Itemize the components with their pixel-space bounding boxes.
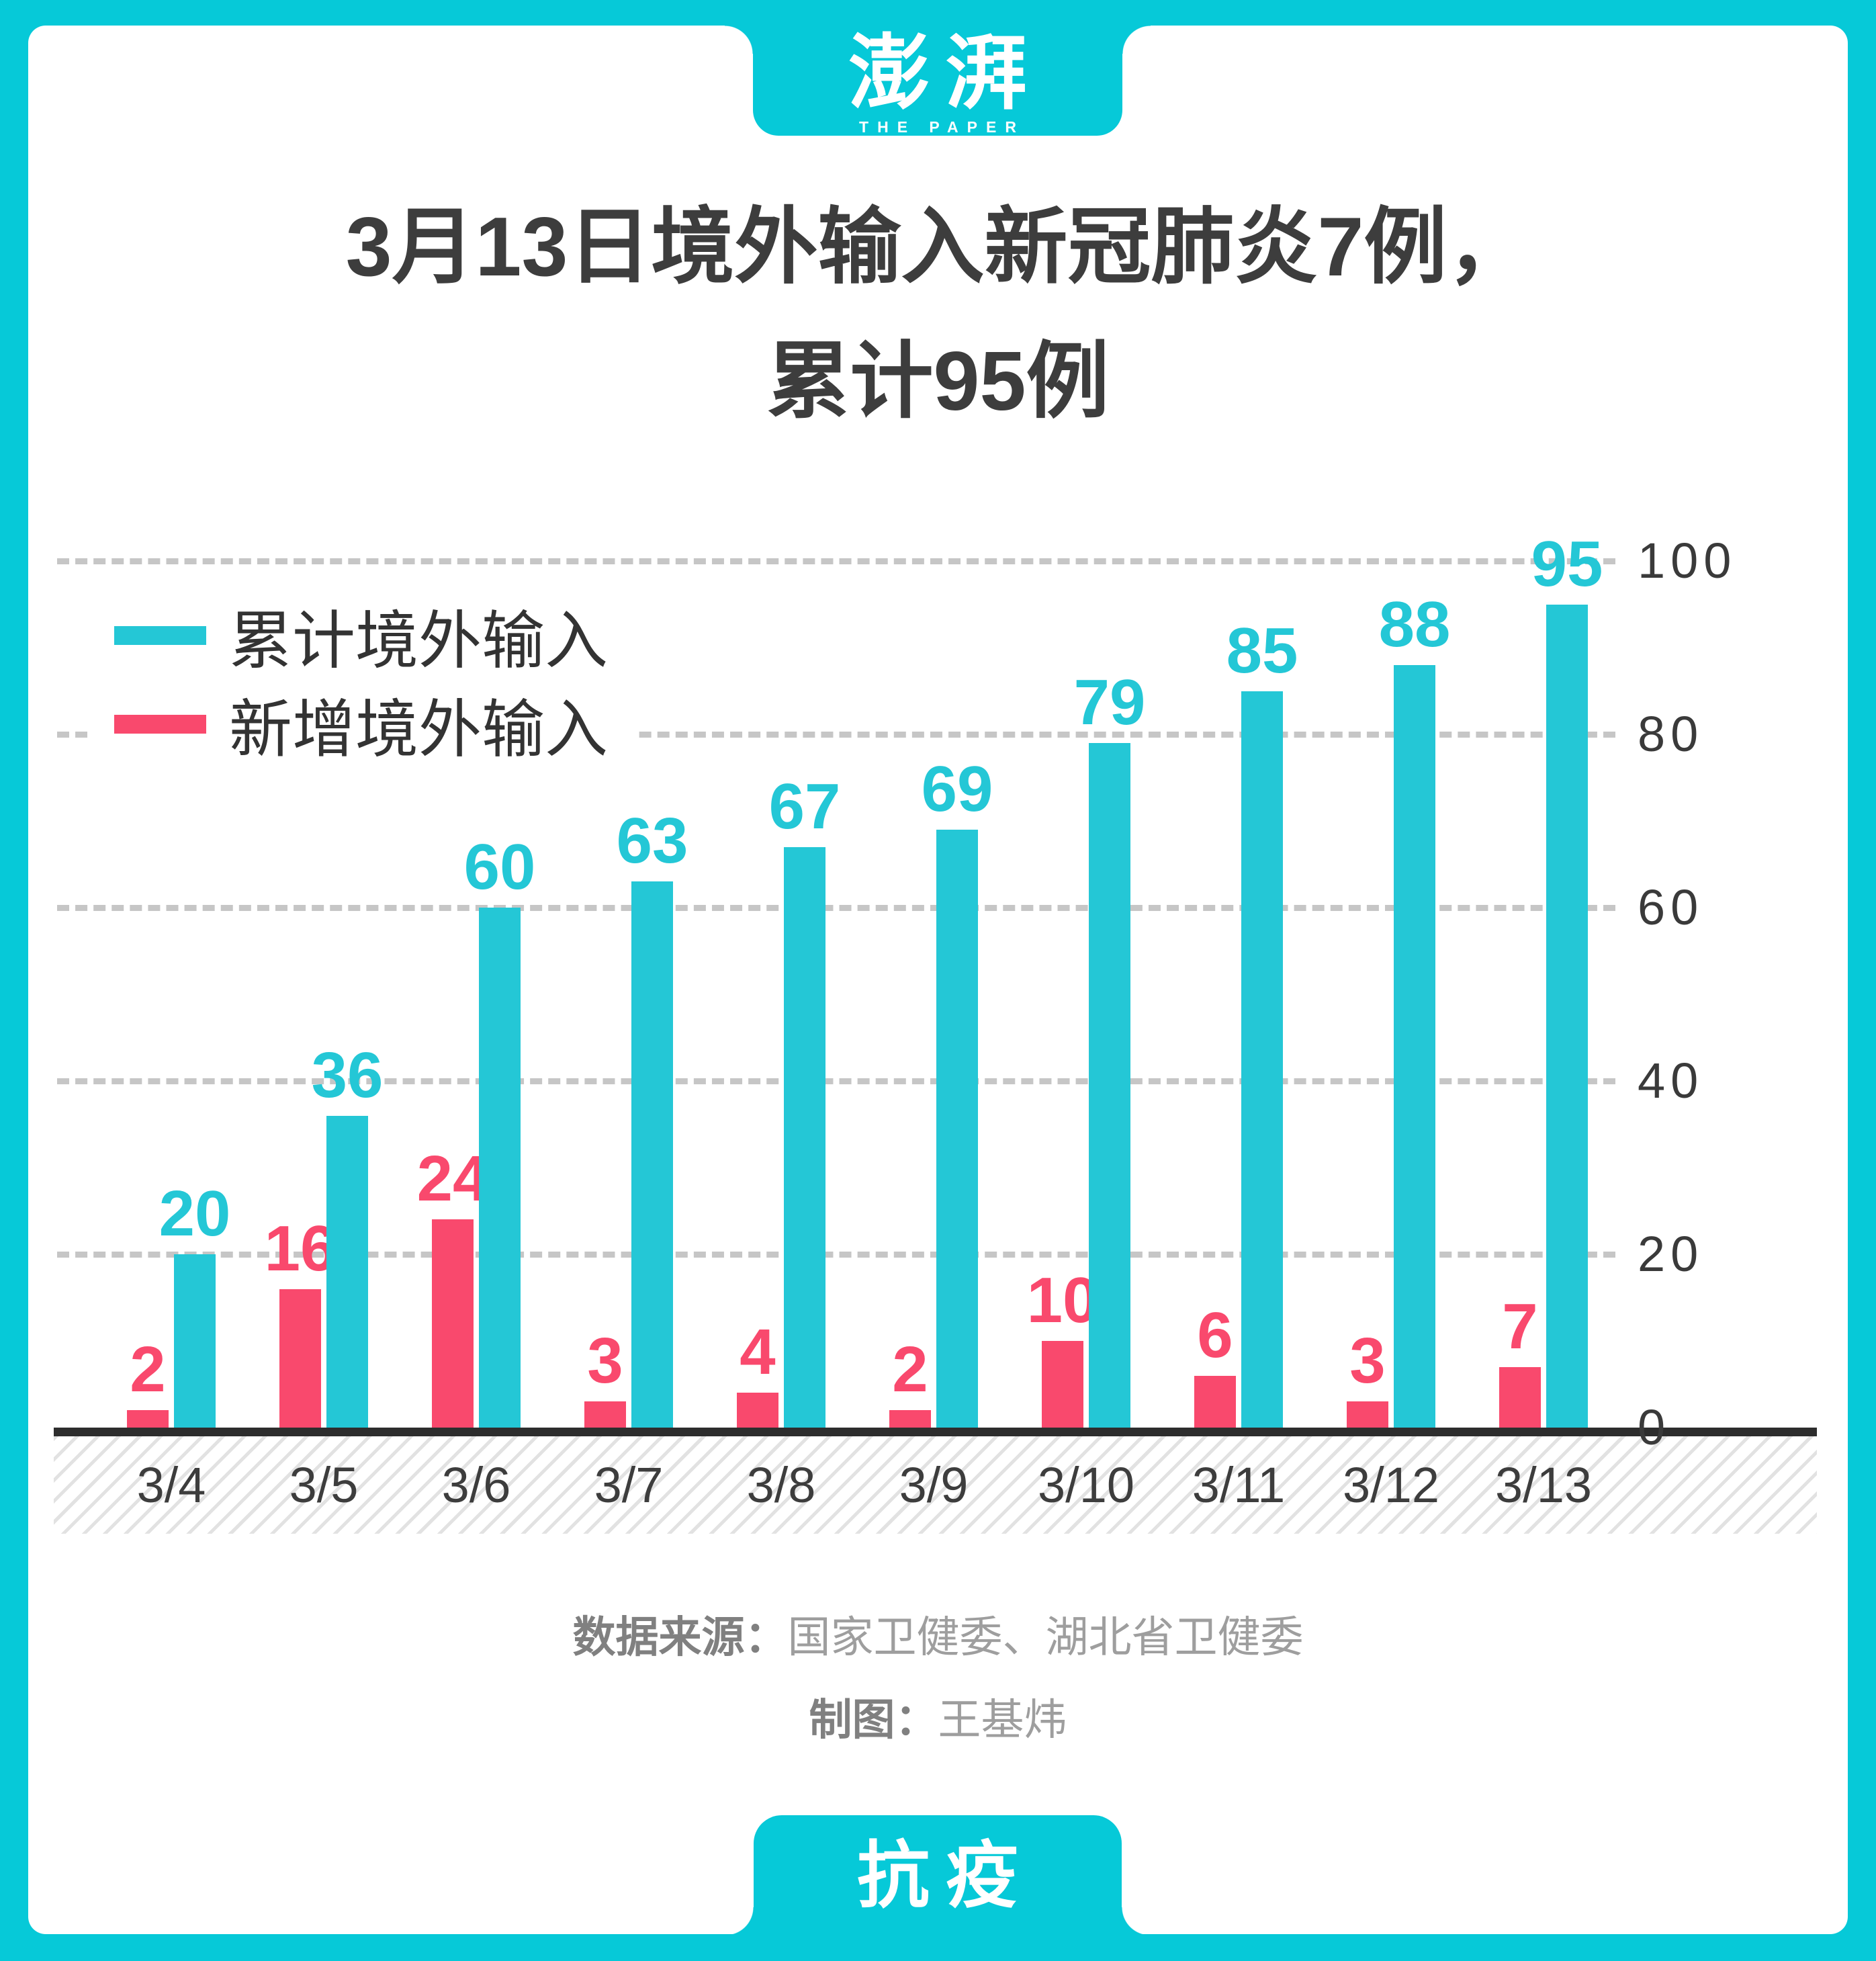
data-source-label: 数据来源： — [572, 1613, 788, 1661]
bar-new-3/7 — [584, 1401, 626, 1428]
brand-tab: 澎湃 THE PAPER — [725, 26, 1151, 136]
credit-value: 王基炜 — [938, 1696, 1067, 1744]
bar-cumulative-3/5 — [326, 1115, 368, 1428]
gridline-60 — [57, 905, 1615, 911]
value-label-cumulative-3/9: 69 — [921, 752, 993, 825]
x-tick-label-3/6: 3/6 — [441, 1457, 511, 1513]
y-tick-label-100: 100 — [1638, 533, 1737, 589]
value-label-new-3/4: 2 — [130, 1334, 166, 1406]
gridline-80 — [57, 732, 1615, 738]
value-label-new-3/13: 7 — [1502, 1290, 1538, 1362]
bar-new-3/6 — [432, 1219, 474, 1428]
data-source-value: 国家卫健委、湖北省卫健委 — [787, 1613, 1304, 1661]
value-label-new-3/11: 6 — [1197, 1299, 1233, 1371]
value-label-cumulative-3/6: 60 — [463, 831, 536, 903]
gridline-20 — [57, 1252, 1615, 1258]
value-label-new-3/6: 24 — [416, 1143, 489, 1215]
bar-new-3/12 — [1347, 1401, 1388, 1428]
gridline-100 — [57, 558, 1615, 564]
bar-cumulative-3/8 — [784, 846, 825, 1428]
legend-swatch-pink — [114, 715, 206, 734]
bar-cumulative-3/12 — [1394, 664, 1435, 1428]
legend-label: 累计境外输入 — [229, 605, 609, 676]
legend-label: 新增境外输入 — [229, 694, 609, 765]
chart-title: 3月13日境外输入新冠肺炎7例， 累计95例 — [0, 180, 1876, 449]
value-label-new-3/7: 3 — [587, 1325, 623, 1397]
credit-line: 制图：王基炜 — [0, 1690, 1876, 1750]
bar-cumulative-3/7 — [631, 881, 673, 1428]
bar-new-3/8 — [737, 1393, 778, 1428]
value-label-cumulative-3/5: 36 — [311, 1039, 384, 1111]
x-tick-label-3/13: 3/13 — [1494, 1457, 1593, 1513]
bar-new-3/9 — [889, 1410, 931, 1428]
value-label-new-3/5: 16 — [264, 1212, 337, 1284]
value-label-cumulative-3/11: 85 — [1226, 614, 1298, 687]
bar-cumulative-3/6 — [479, 908, 521, 1428]
value-label-cumulative-3/8: 67 — [768, 770, 841, 842]
x-tick-label-3/12: 3/12 — [1342, 1457, 1440, 1513]
campaign-tab-label: 抗疫 — [856, 1835, 1034, 1916]
x-tick-label-3/10: 3/10 — [1037, 1457, 1135, 1513]
x-tick-label-3/8: 3/8 — [746, 1457, 816, 1513]
value-label-cumulative-3/13: 95 — [1531, 527, 1603, 600]
bar-new-3/5 — [279, 1289, 321, 1428]
bar-cumulative-3/10 — [1089, 742, 1130, 1428]
value-label-new-3/12: 3 — [1349, 1325, 1386, 1397]
bar-new-3/4 — [127, 1410, 169, 1428]
x-tick-label-3/5: 3/5 — [289, 1457, 359, 1513]
value-label-new-3/9: 2 — [892, 1334, 928, 1406]
chart-title-line2: 累计95例 — [766, 335, 1110, 428]
gridline-40 — [57, 1078, 1615, 1084]
y-tick-label-20: 20 — [1638, 1226, 1704, 1282]
value-label-cumulative-3/10: 79 — [1073, 666, 1146, 738]
thepaper-logo-en: THE PAPER — [859, 118, 1025, 136]
value-label-cumulative-3/12: 88 — [1378, 588, 1451, 660]
chart-legend: 累计境外输入 新增境外输入 — [87, 591, 635, 769]
x-tick-label-3/11: 3/11 — [1192, 1457, 1286, 1513]
legend-item-new: 新增境外输入 — [114, 680, 608, 769]
x-tick-label-3/9: 3/9 — [899, 1457, 969, 1513]
x-tick-label-3/4: 3/4 — [136, 1457, 206, 1513]
x-axis-hatch-strip — [54, 1436, 1817, 1534]
value-label-cumulative-3/4: 20 — [159, 1178, 231, 1250]
y-tick-label-60: 60 — [1638, 879, 1704, 935]
y-tick-label-40: 40 — [1638, 1053, 1704, 1108]
x-tick-label-3/7: 3/7 — [594, 1457, 664, 1513]
value-label-cumulative-3/7: 63 — [616, 805, 688, 877]
value-label-new-3/10: 10 — [1026, 1264, 1099, 1336]
thepaper-logo: 澎湃 — [848, 28, 1042, 119]
bar-new-3/13 — [1499, 1366, 1541, 1428]
bar-cumulative-3/4 — [174, 1254, 216, 1428]
x-axis-line — [54, 1428, 1817, 1436]
bar-cumulative-3/11 — [1241, 691, 1283, 1428]
y-tick-label-0: 0 — [1638, 1399, 1671, 1455]
bar-cumulative-3/13 — [1546, 604, 1588, 1428]
value-label-new-3/8: 4 — [740, 1316, 776, 1389]
bar-new-3/10 — [1042, 1341, 1083, 1428]
legend-swatch-teal — [114, 626, 206, 645]
legend-item-cumulative: 累计境外输入 — [114, 591, 608, 680]
data-source-line: 数据来源：国家卫健委、湖北省卫健委 — [0, 1607, 1876, 1667]
bar-cumulative-3/9 — [936, 829, 978, 1428]
credit-label: 制图： — [809, 1696, 938, 1744]
campaign-tab: 抗疫 — [725, 1815, 1150, 1935]
y-tick-label-80: 80 — [1638, 706, 1704, 762]
chart-title-line1: 3月13日境外输入新冠肺炎7例， — [345, 201, 1531, 294]
bar-new-3/11 — [1194, 1375, 1236, 1428]
